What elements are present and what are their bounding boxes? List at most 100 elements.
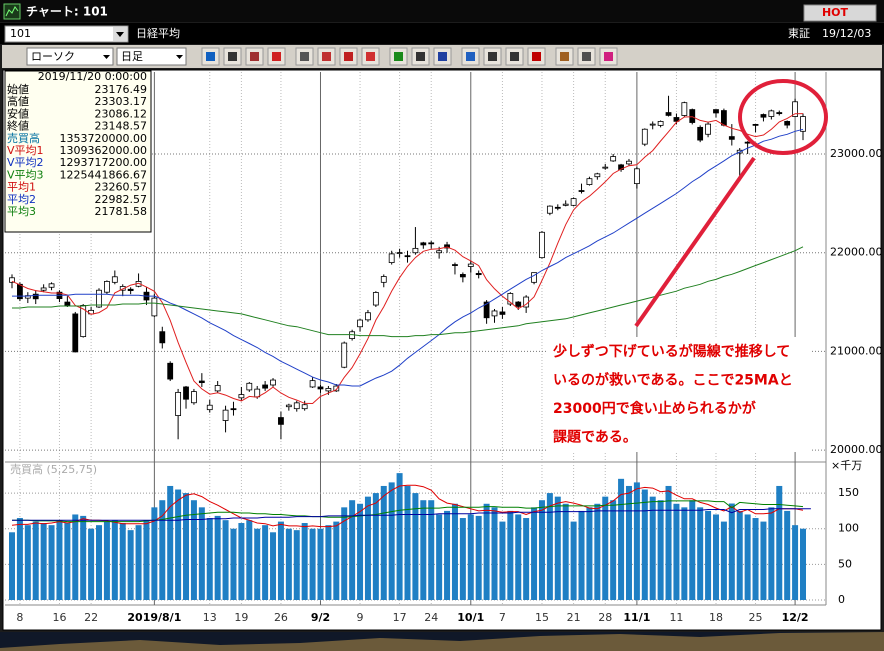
x-tick-label: 16 bbox=[52, 611, 66, 624]
candle-body bbox=[357, 319, 363, 328]
volume-bar bbox=[262, 525, 269, 600]
candle-body bbox=[40, 287, 47, 291]
candle-body bbox=[293, 402, 300, 410]
candle-body bbox=[9, 277, 15, 283]
volume-bar bbox=[436, 514, 443, 600]
overview-shape bbox=[0, 632, 884, 651]
volume-bar bbox=[48, 525, 55, 600]
volume-bar bbox=[633, 482, 640, 600]
x-tick-label: 11 bbox=[669, 611, 683, 624]
code-text[interactable]: 101 bbox=[10, 27, 31, 40]
candle-body bbox=[467, 263, 474, 267]
toolbar-glyph bbox=[206, 52, 215, 61]
candle-body bbox=[657, 121, 664, 126]
info-label: V平均2 bbox=[7, 155, 44, 169]
toolbar-glyph bbox=[532, 52, 541, 61]
candle-body bbox=[341, 342, 348, 368]
hot-button[interactable] bbox=[803, 4, 877, 22]
volume-bar bbox=[301, 523, 308, 600]
volume-bar bbox=[792, 525, 799, 600]
volume-bar bbox=[206, 518, 213, 600]
volume-bar bbox=[254, 528, 261, 600]
candle-body bbox=[372, 292, 379, 306]
x-tick-label: 9/2 bbox=[311, 611, 330, 624]
volume-bar bbox=[246, 520, 253, 600]
x-tick-label: 26 bbox=[274, 611, 288, 624]
volume-bar bbox=[317, 528, 324, 600]
candle-body bbox=[420, 242, 427, 246]
symbol-bar bbox=[0, 23, 884, 44]
toolbar-glyph bbox=[300, 52, 309, 61]
volume-bar bbox=[776, 485, 783, 600]
callout-line bbox=[634, 156, 756, 328]
candle-body bbox=[119, 286, 126, 291]
volume-bar bbox=[420, 500, 427, 600]
candle-body bbox=[262, 384, 269, 389]
volume-title: 売買高 (5,25,75) bbox=[10, 462, 97, 476]
volume-bar bbox=[641, 489, 648, 600]
volume-bar bbox=[364, 496, 371, 600]
volume-bar bbox=[744, 514, 751, 600]
hot-label[interactable]: HOT bbox=[822, 6, 849, 19]
candle-body bbox=[673, 117, 680, 122]
info-value: 1309362000.00 bbox=[60, 144, 147, 157]
candle-body bbox=[562, 203, 569, 206]
info-value: 23086.12 bbox=[95, 107, 148, 120]
volume-bar bbox=[507, 510, 514, 600]
style-text[interactable]: ローソク bbox=[31, 50, 75, 63]
volume-bar bbox=[190, 500, 197, 600]
info-value: 23148.57 bbox=[95, 120, 148, 133]
candle-body bbox=[626, 160, 632, 165]
annotation-line: 23000円で食い止められるかが bbox=[553, 400, 757, 417]
candle-body bbox=[776, 112, 783, 115]
candle-body bbox=[444, 244, 450, 249]
candle-body bbox=[238, 394, 245, 399]
x-tick-label: 19 bbox=[234, 611, 248, 624]
code-input[interactable] bbox=[4, 25, 129, 43]
volume-average-line bbox=[12, 508, 811, 521]
annotation-line: いるのが救いである。ここで25MAと bbox=[553, 372, 793, 389]
candle-body bbox=[689, 109, 696, 123]
candle-body bbox=[752, 123, 759, 126]
toolbar-glyph bbox=[250, 52, 259, 61]
info-label: V平均3 bbox=[7, 167, 44, 181]
candle-body bbox=[539, 231, 545, 259]
volume-bar bbox=[135, 525, 142, 600]
toolbar-glyph bbox=[322, 52, 331, 61]
toolbar-glyph bbox=[366, 52, 375, 61]
volume-bar bbox=[412, 493, 419, 600]
volume-bar bbox=[475, 515, 482, 600]
candle-body bbox=[728, 136, 735, 140]
info-value: 23176.49 bbox=[95, 83, 148, 96]
date: 19/12/03 bbox=[822, 27, 871, 40]
x-tick-label: 24 bbox=[424, 611, 438, 624]
candle-body bbox=[206, 404, 213, 411]
volume-bar bbox=[222, 520, 229, 600]
candle-body bbox=[246, 382, 253, 391]
x-tick-label: 21 bbox=[567, 611, 581, 624]
symbol-name: 日経平均 bbox=[136, 26, 180, 40]
highlight-circle bbox=[738, 79, 828, 155]
info-rows: 2019/11/20 0:00:00 始値 23176.49 高値 23303.17 安値… bbox=[7, 70, 147, 218]
candle-body bbox=[80, 305, 87, 338]
volume-bar bbox=[372, 493, 379, 600]
period-text[interactable]: 日足 bbox=[121, 50, 143, 63]
candle-body bbox=[278, 417, 284, 425]
candle-body bbox=[333, 385, 340, 392]
volume-bar bbox=[768, 507, 775, 600]
volume-bar bbox=[570, 521, 577, 600]
volume-bar bbox=[531, 507, 538, 600]
candle-body bbox=[744, 141, 751, 144]
y-tick-label: 21000.00 bbox=[830, 344, 883, 357]
style-select[interactable] bbox=[26, 47, 114, 66]
volume-average-line bbox=[12, 500, 804, 523]
x-tick-label: 7 bbox=[499, 611, 506, 624]
candle-body bbox=[96, 289, 102, 308]
candle-body bbox=[507, 293, 514, 305]
volume-bar bbox=[618, 478, 625, 600]
app-icon-glyph bbox=[5, 6, 19, 17]
period-select[interactable] bbox=[116, 47, 187, 66]
candle-body bbox=[214, 385, 221, 392]
candle-body bbox=[436, 250, 443, 254]
candle-body bbox=[270, 379, 276, 386]
